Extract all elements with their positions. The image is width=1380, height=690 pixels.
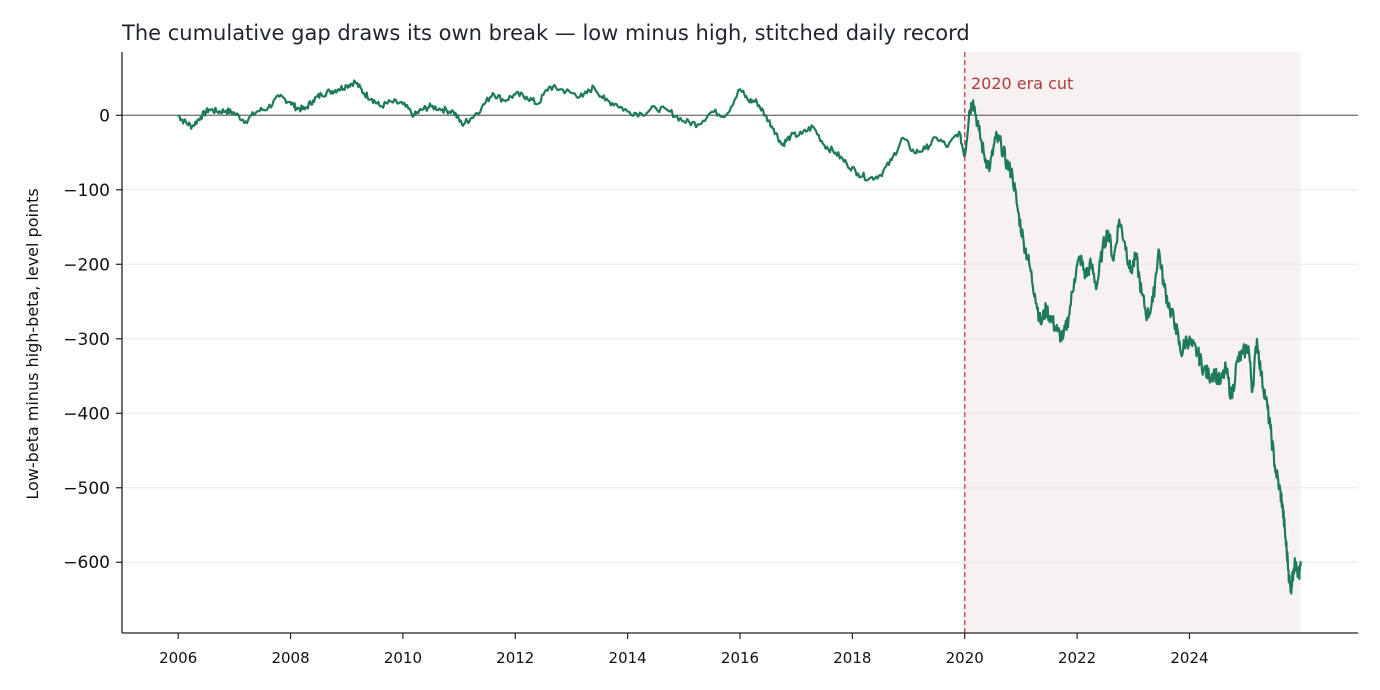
y-tick-label: −200	[63, 255, 110, 275]
x-tick-label: 2016	[721, 649, 759, 667]
y-tick-label: −100	[63, 181, 110, 201]
plot-background	[964, 52, 1301, 633]
x-axis-ticks: 2006 2008 2010 2012 2014 2016 2018 2020 2022 2024	[159, 633, 1209, 667]
era-shade	[964, 52, 1301, 633]
y-tick-label: −300	[63, 330, 110, 350]
series-layer	[177, 79, 1302, 595]
x-tick-label: 2024	[1170, 649, 1208, 667]
y-axis-label: Low-beta minus high-beta, level points	[23, 188, 42, 499]
series-line	[177, 79, 1302, 595]
y-tick-label: −500	[63, 479, 110, 499]
x-tick-label: 2006	[159, 649, 197, 667]
x-tick-label: 2008	[271, 649, 309, 667]
x-tick-label: 2012	[496, 649, 534, 667]
x-tick-label: 2020	[946, 649, 984, 667]
x-tick-label: 2018	[833, 649, 871, 667]
chart-title: The cumulative gap draws its own break —…	[121, 21, 970, 45]
x-tick-label: 2022	[1058, 649, 1096, 667]
reference-lines	[122, 52, 1358, 633]
y-tick-label: −400	[63, 404, 110, 424]
y-axis-ticks: 0 −100 −200 −300 −400 −500 −600	[63, 106, 122, 573]
y-tick-label: 0	[99, 106, 110, 126]
era-cut-label: 2020 era cut	[971, 74, 1073, 93]
y-tick-label: −600	[63, 553, 110, 573]
x-tick-label: 2014	[609, 649, 647, 667]
x-tick-label: 2010	[384, 649, 422, 667]
grid-lines	[122, 189, 1358, 563]
